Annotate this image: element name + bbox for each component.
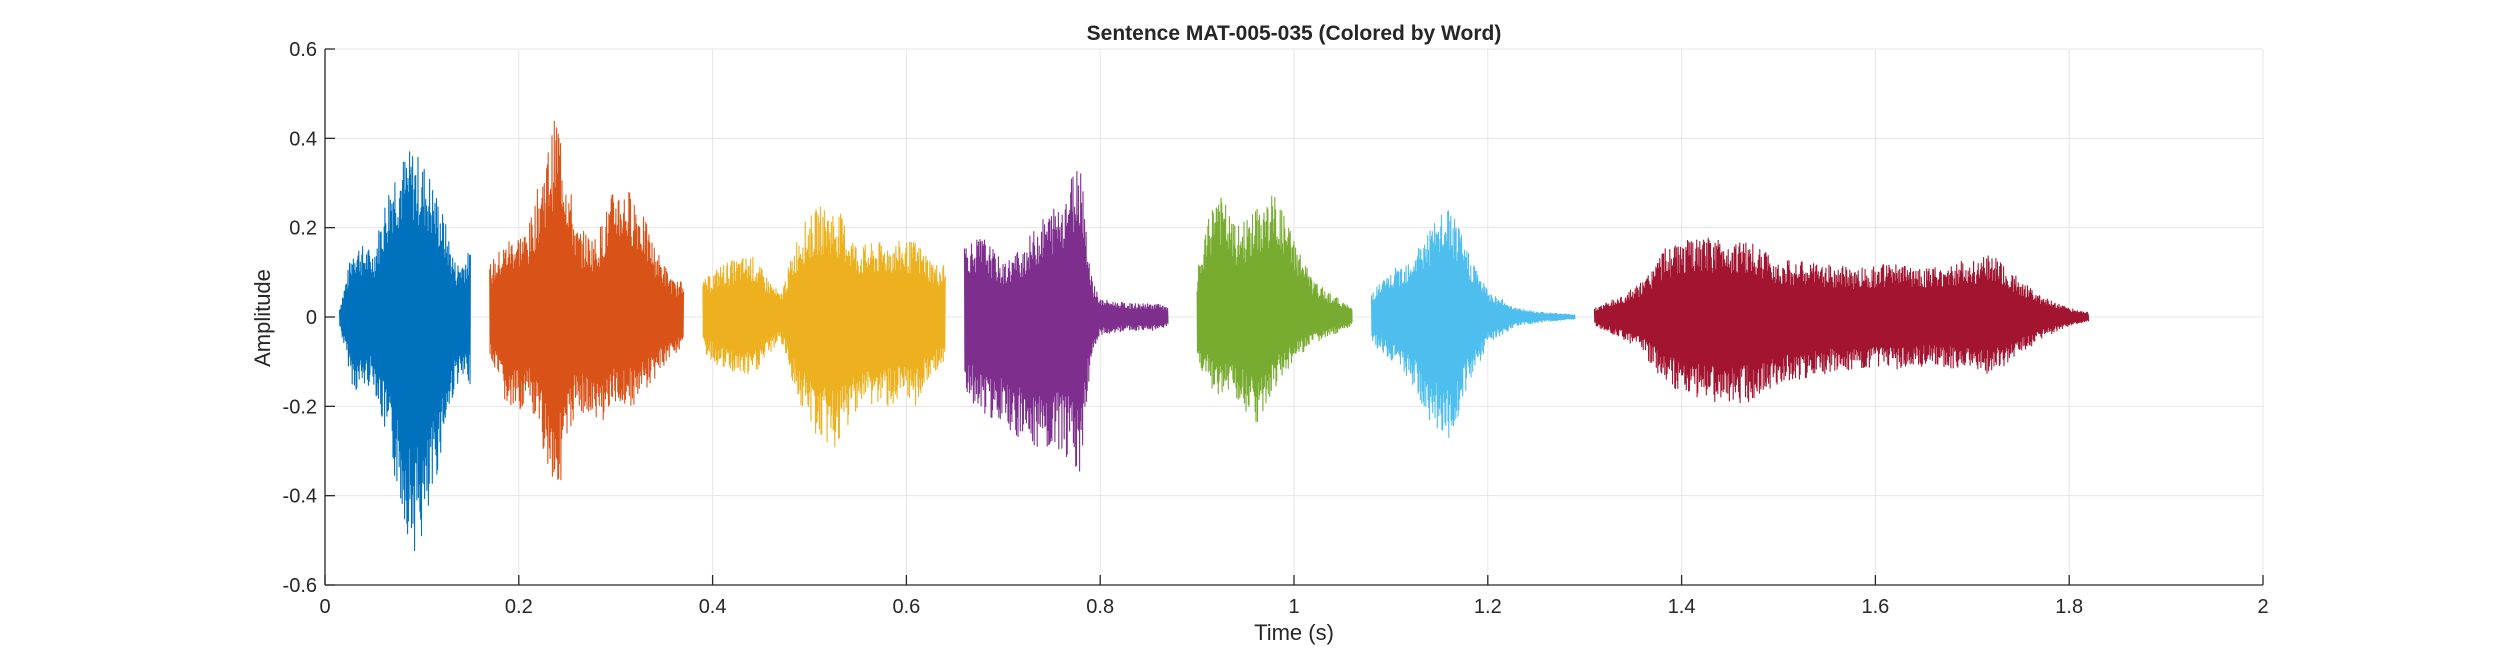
x-tick-label: 1.2: [1474, 596, 1502, 618]
word-waveform-1: [338, 151, 471, 552]
axes: [324, 48, 2264, 586]
y-tick-labels: -0.6 -0.4 -0.2 0 0.2 0.4 0.6: [283, 39, 317, 597]
x-tick-label: 0.4: [699, 596, 727, 618]
x-tick-label: 0.6: [892, 596, 920, 618]
x-tick-label: 0: [319, 596, 330, 618]
y-tick-label: 0: [306, 307, 317, 329]
word-waveform-5: [1196, 195, 1353, 423]
y-tick-label: 0.2: [289, 218, 317, 240]
y-tick-label: 0.6: [289, 39, 317, 61]
x-tick-label: 1: [1288, 596, 1299, 618]
x-tick-label: 0.2: [505, 596, 533, 618]
x-tick-labels: 0 0.2 0.4 0.6 0.8 1 1.2 1.4 1.6 1.8 2: [319, 596, 2268, 618]
x-tick-label: 2: [2257, 596, 2268, 618]
y-axis-title: Amplitude: [250, 269, 275, 367]
y-tick-label: -0.6: [283, 575, 317, 597]
x-tick-label: 0.8: [1086, 596, 1114, 618]
x-tick-label: 1.6: [1861, 596, 1889, 618]
y-tick-label: 0.4: [289, 128, 317, 150]
word-waveform-4: [963, 171, 1169, 472]
word-waveform-3: [702, 206, 946, 448]
y-tick-label: -0.2: [283, 396, 317, 418]
word-waveform-2: [489, 120, 685, 481]
x-tick-label: 1.8: [2055, 596, 2083, 618]
y-tick-label: -0.4: [283, 486, 317, 508]
x-axis-title: Time (s): [1254, 620, 1334, 645]
word-waveform-6: [1370, 210, 1576, 439]
x-tick-label: 1.4: [1668, 596, 1696, 618]
chart-title: Sentence MAT-005-035 (Colored by Word): [1087, 22, 1502, 45]
waveform-layer: [338, 120, 2090, 552]
word-waveform-7: [1593, 237, 2090, 404]
